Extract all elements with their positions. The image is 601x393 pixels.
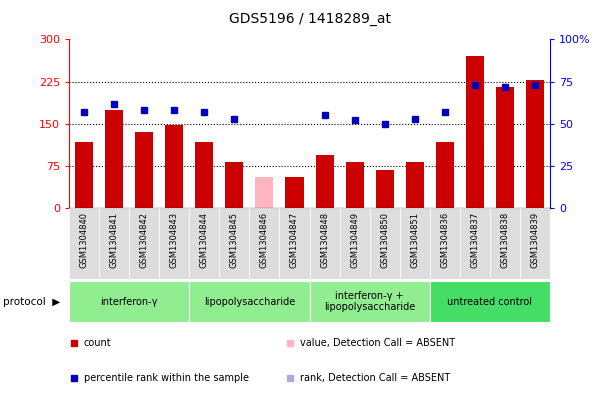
Text: GSM1304837: GSM1304837 bbox=[471, 212, 479, 268]
Bar bbox=[496, 87, 514, 208]
Bar bbox=[255, 177, 273, 208]
FancyBboxPatch shape bbox=[460, 208, 490, 279]
Text: GSM1304840: GSM1304840 bbox=[80, 212, 88, 268]
Bar bbox=[316, 155, 334, 208]
Text: GSM1304851: GSM1304851 bbox=[410, 212, 419, 268]
Bar bbox=[376, 170, 394, 208]
FancyBboxPatch shape bbox=[340, 208, 370, 279]
Text: value, Detection Call = ABSENT: value, Detection Call = ABSENT bbox=[300, 338, 455, 349]
Text: percentile rank within the sample: percentile rank within the sample bbox=[84, 373, 249, 383]
Text: count: count bbox=[84, 338, 111, 349]
FancyBboxPatch shape bbox=[400, 208, 430, 279]
Bar bbox=[165, 125, 183, 208]
Text: GSM1304838: GSM1304838 bbox=[501, 212, 509, 268]
Bar bbox=[436, 142, 454, 208]
Bar bbox=[195, 142, 213, 208]
Text: GSM1304844: GSM1304844 bbox=[200, 212, 209, 268]
FancyBboxPatch shape bbox=[370, 208, 400, 279]
Text: GDS5196 / 1418289_at: GDS5196 / 1418289_at bbox=[228, 12, 391, 26]
Text: GSM1304842: GSM1304842 bbox=[140, 212, 148, 268]
FancyBboxPatch shape bbox=[430, 281, 550, 322]
Text: GSM1304848: GSM1304848 bbox=[320, 212, 329, 268]
FancyBboxPatch shape bbox=[219, 208, 249, 279]
Text: protocol  ▶: protocol ▶ bbox=[3, 297, 60, 307]
FancyBboxPatch shape bbox=[520, 208, 550, 279]
Bar bbox=[526, 80, 544, 208]
Text: GSM1304850: GSM1304850 bbox=[380, 212, 389, 268]
FancyBboxPatch shape bbox=[310, 208, 340, 279]
FancyBboxPatch shape bbox=[249, 208, 279, 279]
Text: interferon-γ: interferon-γ bbox=[100, 297, 158, 307]
FancyBboxPatch shape bbox=[69, 281, 189, 322]
Bar bbox=[406, 162, 424, 208]
Text: rank, Detection Call = ABSENT: rank, Detection Call = ABSENT bbox=[300, 373, 450, 383]
Text: untreated control: untreated control bbox=[447, 297, 532, 307]
Bar bbox=[225, 162, 243, 208]
Text: GSM1304847: GSM1304847 bbox=[290, 212, 299, 268]
Text: GSM1304843: GSM1304843 bbox=[170, 212, 178, 268]
Bar bbox=[105, 110, 123, 208]
FancyBboxPatch shape bbox=[189, 208, 219, 279]
FancyBboxPatch shape bbox=[189, 281, 310, 322]
Bar bbox=[135, 132, 153, 208]
FancyBboxPatch shape bbox=[159, 208, 189, 279]
Text: GSM1304849: GSM1304849 bbox=[350, 212, 359, 268]
Text: GSM1304839: GSM1304839 bbox=[531, 212, 539, 268]
FancyBboxPatch shape bbox=[99, 208, 129, 279]
FancyBboxPatch shape bbox=[490, 208, 520, 279]
Text: GSM1304836: GSM1304836 bbox=[441, 212, 449, 268]
Bar bbox=[75, 142, 93, 208]
Text: interferon-γ +
lipopolysaccharide: interferon-γ + lipopolysaccharide bbox=[324, 291, 415, 312]
Bar bbox=[466, 56, 484, 208]
FancyBboxPatch shape bbox=[310, 281, 430, 322]
Bar bbox=[285, 177, 304, 208]
FancyBboxPatch shape bbox=[279, 208, 310, 279]
FancyBboxPatch shape bbox=[430, 208, 460, 279]
Text: lipopolysaccharide: lipopolysaccharide bbox=[204, 297, 295, 307]
FancyBboxPatch shape bbox=[69, 208, 99, 279]
Text: GSM1304846: GSM1304846 bbox=[260, 212, 269, 268]
Text: GSM1304845: GSM1304845 bbox=[230, 212, 239, 268]
Bar bbox=[346, 162, 364, 208]
Text: GSM1304841: GSM1304841 bbox=[110, 212, 118, 268]
FancyBboxPatch shape bbox=[129, 208, 159, 279]
